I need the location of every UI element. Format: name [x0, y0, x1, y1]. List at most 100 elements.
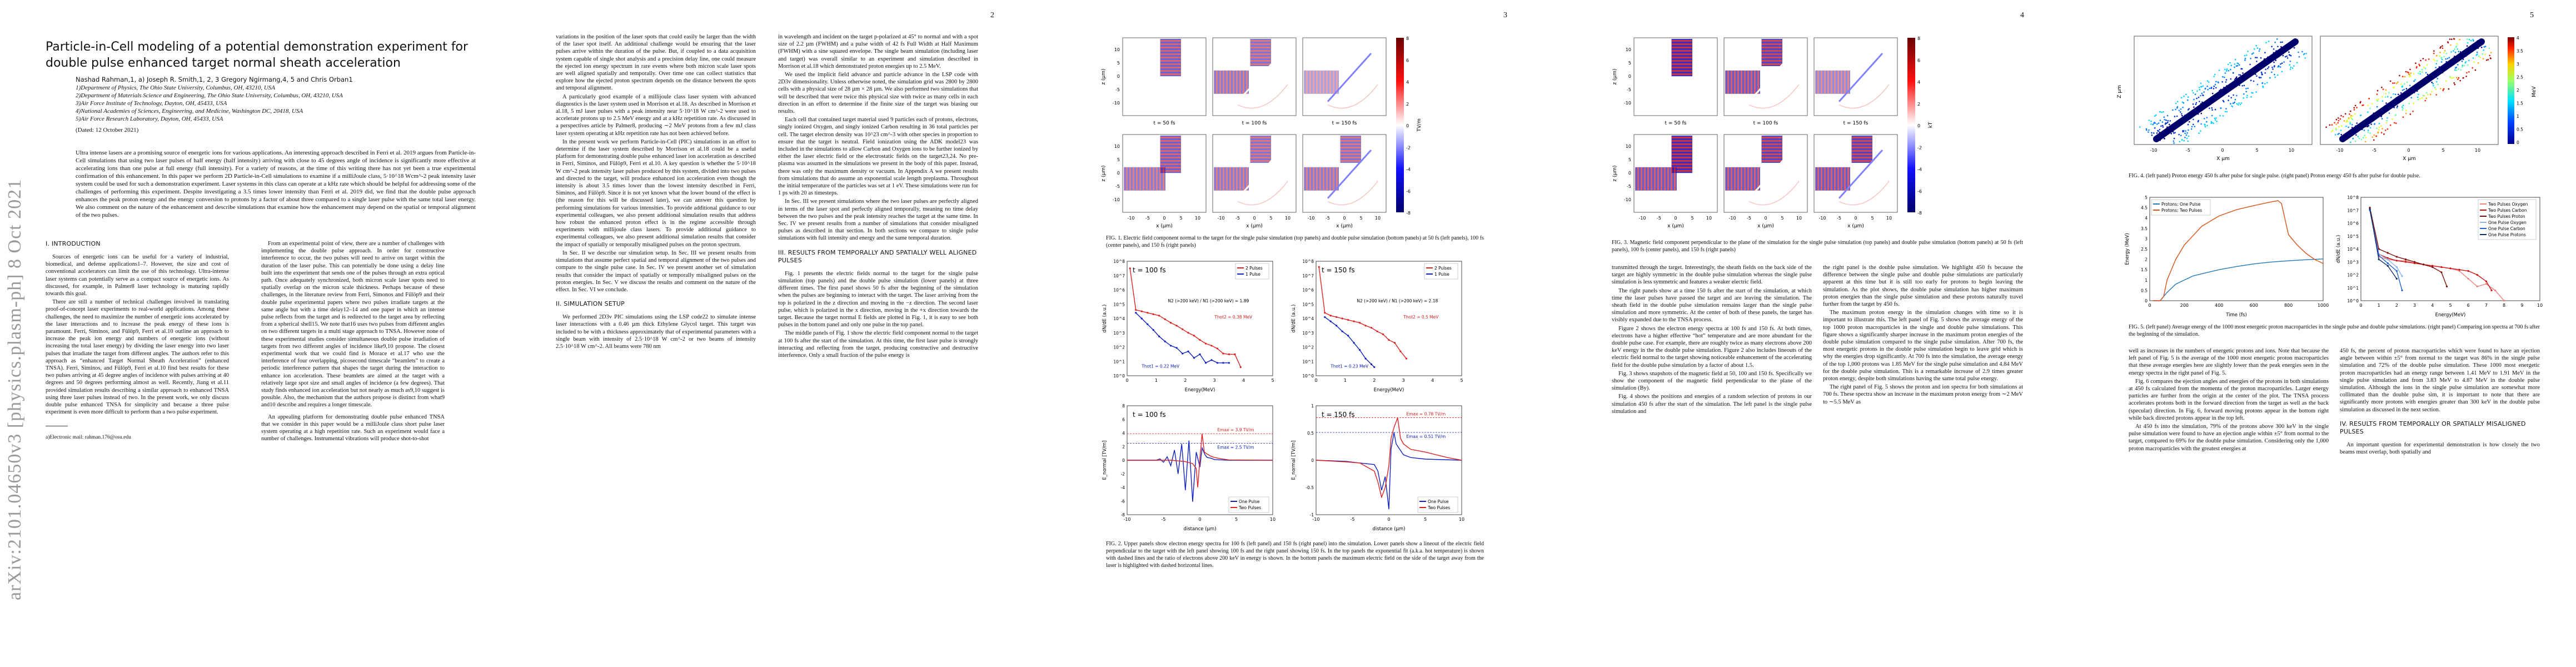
data-point [1164, 340, 1166, 342]
proton-point [2239, 103, 2241, 106]
proton-point [2386, 128, 2389, 130]
proton-point [2409, 113, 2411, 115]
proton-point [2159, 111, 2161, 113]
proton-point [2246, 97, 2248, 98]
y-tick-label: 10^6 [1302, 288, 1314, 293]
y-axis-label: dN/dE (a.u.) [1291, 305, 1297, 333]
proton-point [2304, 57, 2306, 59]
proton-point [2209, 87, 2211, 89]
affiliation: 3)Air Force Institute of Technology, Day… [76, 100, 227, 107]
proton-point [2467, 42, 2469, 44]
y-tick-label: 0 [1311, 458, 1314, 463]
proton-point [2195, 102, 2198, 104]
proton-point [2214, 119, 2216, 121]
data-point [1135, 312, 1137, 314]
proton-point [2204, 118, 2205, 120]
proton-point [2425, 97, 2428, 99]
data-point [1175, 347, 1178, 349]
date-line: (Dated: 12 October 2021) [76, 127, 139, 133]
proton-point [2485, 59, 2488, 61]
page-4: 4 t = 50 fs 10 5 0 -5 -10 z (µm) t = 100 fs t = … [1601, 0, 2101, 667]
plot-area [1316, 405, 1462, 515]
proton-point [2250, 96, 2252, 98]
proton-point [2178, 133, 2180, 136]
proton-point [2378, 129, 2380, 131]
data-point [2467, 277, 2469, 280]
proton-point [2360, 101, 2361, 103]
proton-point [2214, 83, 2216, 86]
data-point [1210, 359, 1213, 361]
proton-point [2410, 72, 2412, 74]
proton-point [2231, 106, 2234, 107]
proton-point [2337, 122, 2339, 124]
proton-point [2204, 126, 2206, 128]
proton-point [2283, 61, 2285, 63]
proton-point [2251, 53, 2253, 55]
target-line [1327, 52, 1372, 102]
data-point [1324, 316, 1326, 318]
y-tick-label: 10^5 [1113, 302, 1125, 307]
proton-point [2410, 97, 2413, 99]
paragraph: An important question for experimental d… [2340, 441, 2540, 456]
series-line-protons-two-pulses [2153, 200, 2324, 301]
x-tick-label: 1000 [2318, 303, 2329, 308]
page-1: arXiv:2101.04650v3 [physics.plasm-ph] 8 … [0, 0, 556, 667]
paragraph: At 450 fs into the simulation, 79% of th… [2129, 424, 2329, 452]
proton-point [2472, 57, 2474, 59]
paragraph: Fig. 1 presents the electric fields norm… [778, 270, 978, 328]
proton-point [2477, 62, 2479, 64]
x-tick-label: 10 [1285, 216, 1291, 221]
y-tick-label: 0 [1628, 171, 1631, 176]
thot1-annotation: Thot1 = 0.23 MeV [1330, 364, 1369, 369]
proton-point [2385, 89, 2387, 91]
x-tick-label: 3 [2413, 303, 2416, 308]
proton-point [2243, 84, 2245, 87]
proton-point [2480, 47, 2483, 48]
proton-point [2234, 98, 2236, 101]
page2-column-right: in wavelength and incident on the target… [778, 33, 978, 360]
proton-point [2249, 63, 2251, 66]
target-line [1237, 149, 1282, 199]
proton-point [2369, 132, 2371, 134]
x-tick-label: 400 [2215, 303, 2223, 308]
paragraph: Figure 2 shows the electron energy spect… [1612, 325, 1812, 369]
proton-point [2419, 98, 2421, 99]
x-tick-label: 10 [1270, 517, 1275, 522]
proton-point [2185, 134, 2188, 136]
page-number: 2 [990, 11, 994, 19]
data-point [2395, 256, 2398, 258]
proton-point [2434, 59, 2436, 61]
page-2: 2 variations in the position of the lase… [556, 0, 1089, 667]
proton-point [2228, 99, 2229, 101]
colorbar-label: MeV [2532, 86, 2537, 97]
paragraph: In the present work we perform Particle-… [556, 138, 756, 248]
proton-point [2236, 65, 2239, 67]
colorbar-tick-label: 1.5 [2517, 101, 2523, 106]
proton-point [2206, 125, 2208, 127]
y-tick-label: 5 [1628, 61, 1631, 66]
proton-point [2464, 62, 2467, 64]
proton-point [2182, 130, 2184, 132]
x-tick-label: 5 [1235, 517, 1238, 522]
y-tick-label: 10^8 [1113, 259, 1125, 264]
y-tick-label: 6 [1122, 417, 1125, 422]
y-tick-label: 10^6 [2347, 221, 2359, 226]
x-tick-label: 5 [1179, 216, 1182, 221]
proton-point [2165, 122, 2166, 124]
y-tick-label: 10^3 [1113, 331, 1125, 336]
proton-point [2458, 51, 2459, 52]
y-tick-label: -8 [1121, 512, 1125, 517]
proton-point [2431, 81, 2433, 83]
data-point [1222, 352, 1224, 355]
colorbar-tick-label: 2.5 [2517, 75, 2523, 80]
x-tick-label: 0 [2407, 148, 2410, 153]
legend-label: 2 Pulses [1245, 266, 1263, 271]
proton-point [2467, 38, 2468, 40]
data-point [1234, 353, 1236, 355]
paragraph: Fig. 4 shows the positions and energies … [1612, 394, 1812, 415]
proton-point [2458, 77, 2460, 79]
proton-point [2453, 77, 2454, 78]
proton-point [2489, 54, 2490, 57]
proton-point [2255, 91, 2257, 93]
page5-column-right: 450 fs, the percent of proton macroparti… [2340, 347, 2540, 457]
